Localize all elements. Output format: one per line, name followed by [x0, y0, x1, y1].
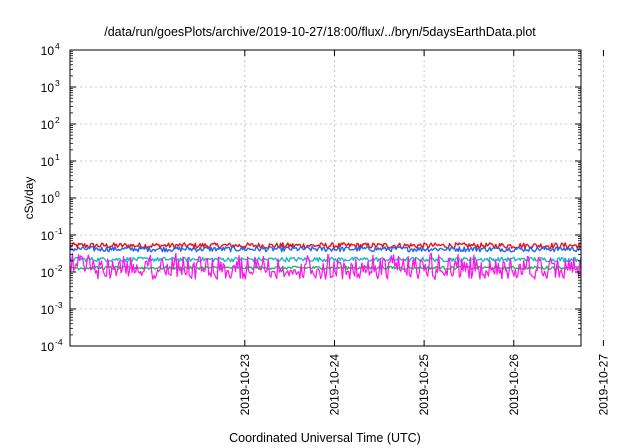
series-line: [69, 252, 582, 280]
y-tick-exponent: 3: [55, 78, 60, 88]
y-tick-exponent: 4: [55, 41, 60, 51]
y-tick-label: 10: [41, 44, 55, 58]
y-tick-label: 10: [41, 192, 55, 206]
y-tick-exponent: 1: [55, 152, 60, 162]
data-series: [69, 242, 582, 280]
series-line: [69, 245, 582, 253]
series-line: [69, 265, 582, 271]
x-tick-label: 2019-10-23: [238, 354, 252, 416]
x-tick-label: 2019-10-26: [507, 354, 521, 416]
x-axis-ticks: 2019-10-23 2019-10-24 2019-10-25 2019-10-26…: [238, 50, 610, 416]
y-tick-exponent: -2: [55, 263, 63, 273]
y-tick-label: 10: [41, 340, 55, 354]
y-tick-exponent: -1: [55, 226, 63, 236]
y-tick-label: 10: [41, 266, 55, 280]
y-tick-exponent: 2: [55, 115, 60, 125]
x-axis-label: Coordinated Universal Time (UTC): [229, 431, 421, 445]
y-axis-label: cSv/day: [22, 177, 36, 220]
grid-lines: [70, 50, 604, 346]
series-line: [69, 242, 582, 250]
x-tick-label: 2019-10-24: [327, 354, 341, 416]
y-tick-label: 10: [41, 303, 55, 317]
y-tick-label: 10: [41, 118, 55, 132]
x-tick-label: 2019-10-25: [417, 354, 431, 416]
y-tick-exponent: -3: [55, 300, 63, 310]
x-tick-label: 2019-10-27: [596, 354, 610, 416]
y-tick-label: 10: [41, 81, 55, 95]
y-tick-label: 10: [41, 229, 55, 243]
chart-title: /data/run/goesPlots/archive/2019-10-27/1…: [104, 25, 536, 39]
y-tick-exponent: -4: [55, 337, 63, 347]
y-tick-label: 10: [41, 155, 55, 169]
y-tick-exponent: 0: [55, 189, 60, 199]
series-line: [69, 256, 582, 263]
